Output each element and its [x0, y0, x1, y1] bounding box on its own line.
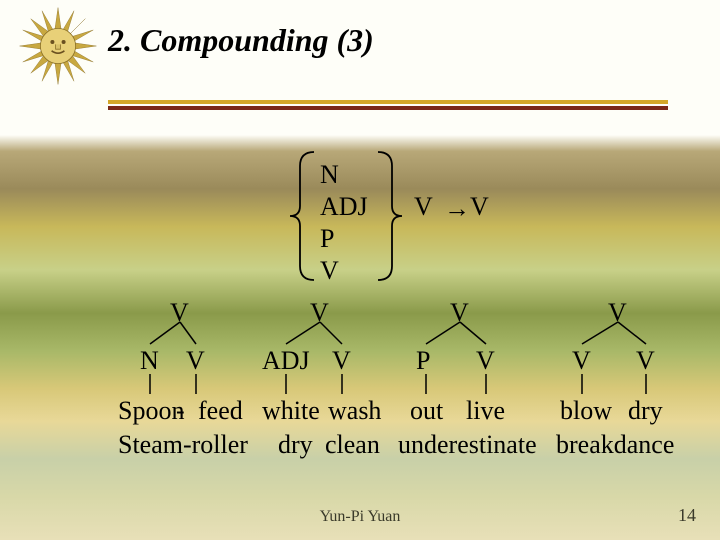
- tree0-ex1-mid: -: [176, 396, 185, 426]
- tree3-ex1-left: blow: [560, 396, 612, 426]
- tree0-ex1-left: Spoon: [118, 396, 184, 426]
- tree1-ex1-left: white: [262, 396, 320, 426]
- tree1-root: V: [310, 298, 329, 328]
- page-number: 14: [678, 505, 696, 526]
- rule-arrow: →: [444, 194, 470, 224]
- rule-rhs-left: V: [414, 192, 433, 222]
- tree3-left: V: [572, 346, 591, 376]
- rule-item-adj: ADJ: [320, 192, 368, 222]
- tree2-ex1-left: out: [410, 396, 443, 426]
- tree0-left: N: [140, 346, 159, 376]
- tree1-ex2-left: dry: [278, 430, 313, 460]
- tree0-ex2: Steam-roller: [118, 430, 248, 460]
- tree2-left: P: [416, 346, 430, 376]
- tree1-ex2-right: clean: [325, 430, 380, 460]
- tree3-ex1-right: dry: [628, 396, 663, 426]
- tree1-right: V: [332, 346, 351, 376]
- tree2-right: V: [476, 346, 495, 376]
- tree0-right: V: [186, 346, 205, 376]
- tree1-ex1-right: wash: [328, 396, 381, 426]
- tree2-root: V: [450, 298, 469, 328]
- rule-item-v: V: [320, 256, 339, 286]
- tree0-ex1-right: feed: [198, 396, 243, 426]
- tree2-ex1-right: live: [466, 396, 505, 426]
- tree1-left: ADJ: [262, 346, 310, 376]
- rule-item-n: N: [320, 160, 339, 190]
- footer-author: Yun-Pi Yuan: [0, 508, 720, 526]
- rule-rhs-right: V: [470, 192, 489, 222]
- diagram-area: NADJPVV→VVNVSpoon-feedSteam-rollerVADJVw…: [0, 0, 720, 540]
- tree2-ex2: underestinate: [398, 430, 537, 460]
- rule-item-p: P: [320, 224, 334, 254]
- tree0-root: V: [170, 298, 189, 328]
- tree3-ex2: breakdance: [556, 430, 674, 460]
- tree3-root: V: [608, 298, 627, 328]
- tree3-right: V: [636, 346, 655, 376]
